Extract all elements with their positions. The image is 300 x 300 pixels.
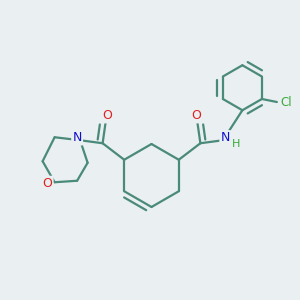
Text: N: N	[220, 131, 230, 144]
Text: H: H	[232, 139, 241, 149]
Text: N: N	[72, 131, 82, 144]
Text: O: O	[102, 109, 112, 122]
Text: O: O	[191, 109, 201, 122]
Text: Cl: Cl	[281, 95, 292, 109]
Text: O: O	[43, 177, 52, 190]
